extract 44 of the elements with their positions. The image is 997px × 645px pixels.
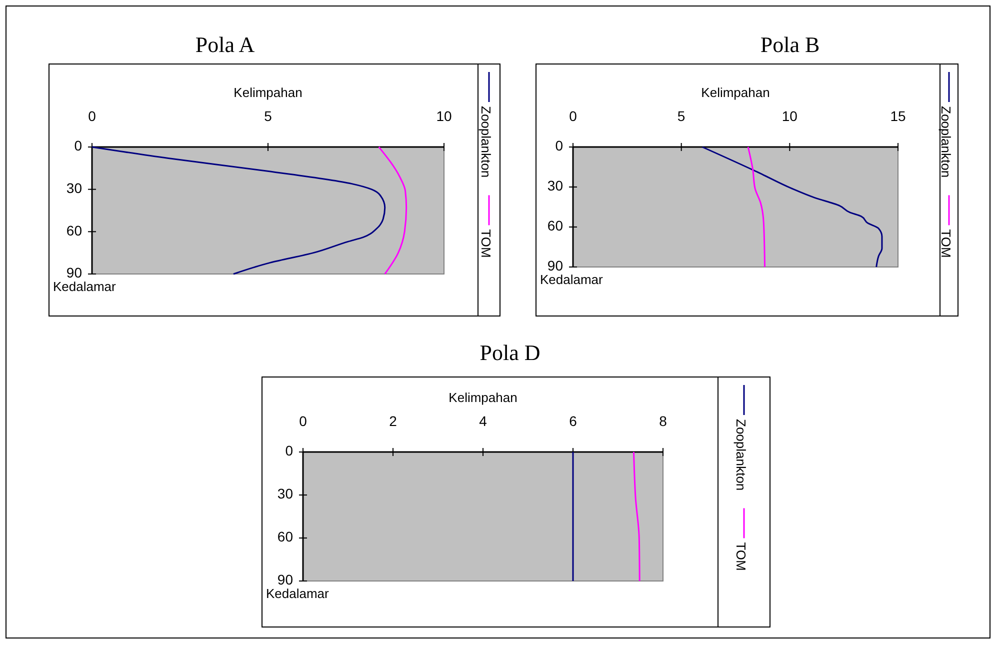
- y-tick-label: 0: [74, 138, 82, 154]
- x-tick-label: 5: [677, 108, 686, 124]
- legend-label: Zooplankton: [938, 106, 954, 178]
- x-tick-label: 15: [890, 108, 906, 124]
- line-series: [91, 146, 386, 275]
- y-tick-label: 30: [66, 180, 82, 196]
- legend-label: TOM: [478, 229, 494, 258]
- legend-label: TOM: [734, 542, 749, 571]
- line-series: [633, 451, 640, 582]
- y-tick-label: 60: [277, 528, 294, 545]
- chart-title: Pola D: [480, 340, 540, 365]
- x-tick-label: 4: [479, 413, 488, 429]
- x-tick-label: 0: [569, 108, 578, 124]
- x-tick-label: 0: [299, 413, 308, 429]
- legend-label: TOM: [938, 229, 954, 258]
- line-series: [378, 146, 408, 275]
- legend-label: Zooplankton: [734, 419, 749, 491]
- line-series: [702, 146, 883, 268]
- x-tick-label: 2: [389, 413, 398, 429]
- x-axis-title: Kelimpahan: [701, 85, 770, 100]
- legend-label: Zooplankton: [478, 106, 494, 178]
- x-tick-label: 10: [436, 108, 452, 124]
- y-tick-label: 60: [66, 222, 82, 238]
- y-tick-label: 90: [66, 264, 82, 281]
- y-tick-label: 30: [277, 486, 294, 502]
- x-axis-title: Kelimpahan: [234, 85, 302, 100]
- y-tick-label: 0: [555, 138, 564, 154]
- y-axis-title: Kedalamar: [540, 272, 604, 287]
- chart-title: Pola B: [760, 32, 820, 57]
- line-series: [747, 146, 766, 268]
- y-tick-label: 60: [547, 218, 564, 234]
- chart-title: Pola A: [195, 32, 255, 57]
- y-tick-label: 90: [547, 258, 564, 274]
- x-tick-label: 5: [264, 108, 272, 124]
- y-tick-label: 90: [277, 572, 294, 588]
- y-tick-label: 0: [285, 442, 294, 459]
- x-axis-title: Kelimpahan: [448, 390, 518, 405]
- y-axis-title: Kedalamar: [53, 279, 117, 294]
- x-tick-label: 6: [569, 413, 578, 429]
- y-tick-label: 30: [547, 178, 564, 194]
- x-tick-label: 8: [659, 413, 668, 429]
- x-tick-label: 10: [782, 108, 798, 124]
- x-tick-label: 0: [88, 108, 96, 124]
- y-axis-title: Kedalamar: [266, 586, 330, 601]
